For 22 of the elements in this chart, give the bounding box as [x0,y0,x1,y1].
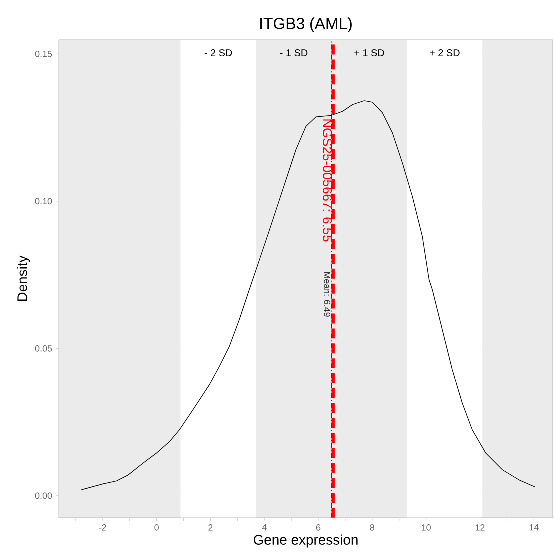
y-axis-title: Density [17,256,30,302]
band-label: + 2 SD [430,49,460,57]
ref-line-label: NGS25-005667: 6.55 [322,120,332,242]
y-tick-label: 0.15 [35,50,52,58]
x-tick-label: 2 [208,524,213,531]
x-tick-label: 4 [262,524,267,531]
y-tick-label: 0.00 [35,492,52,500]
ref-line-label: Mean: 6.49 [324,272,331,317]
band-label: + 1 SD [354,49,384,57]
chart-title: ITGB3 (AML) [260,18,352,32]
band-label: - 2 SD [204,49,232,57]
x-axis-title: Gene expression [254,534,358,548]
x-tick-label: 0 [154,524,159,531]
x-tick-label: 6 [316,524,321,531]
x-tick-label: -2 [99,524,106,531]
band-label: - 1 SD [280,49,308,57]
x-tick-label: 8 [370,524,375,531]
y-tick-label: 0.05 [35,345,52,352]
x-tick-label: 10 [422,524,431,531]
x-tick-label: 12 [476,524,485,531]
x-tick-label: 14 [530,524,539,531]
y-tick-label: 0.10 [35,198,52,205]
